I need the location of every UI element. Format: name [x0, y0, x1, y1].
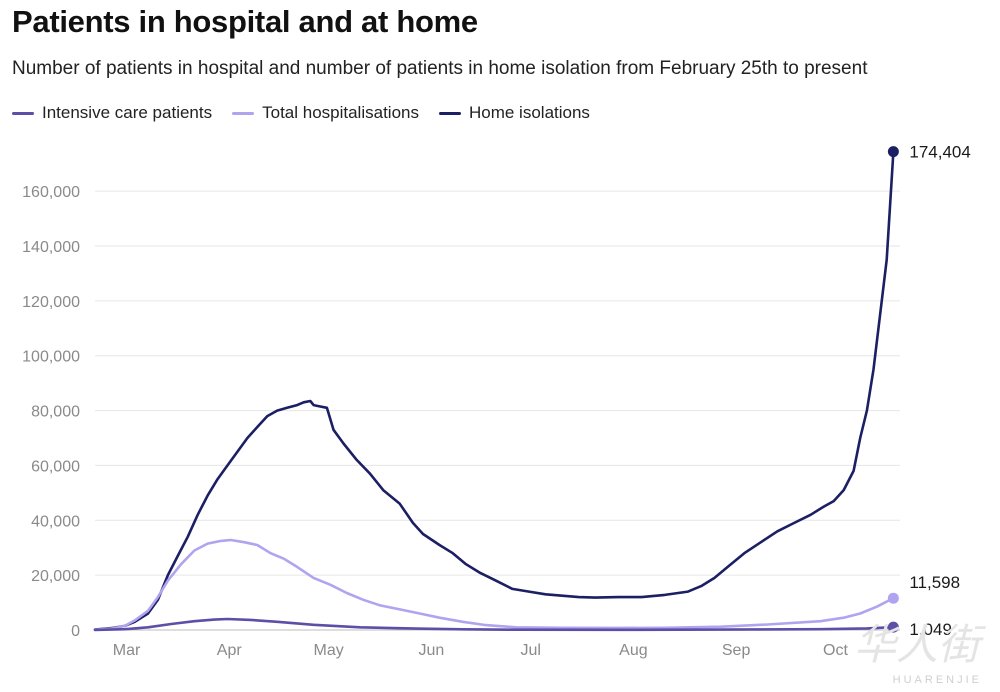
watermark-logo: 华人街	[853, 621, 980, 668]
legend-label-intensive-care: Intensive care patients	[42, 103, 213, 122]
series-line-2	[93, 617, 895, 632]
x-tick-label-7: Oct	[823, 642, 848, 659]
series-line-1	[93, 538, 895, 631]
y-tick-label-7: 140,000	[22, 239, 80, 256]
legend-item-intensive-care[interactable]: Intensive care patients	[12, 103, 212, 123]
series-endpoint-0	[887, 146, 899, 158]
chart-title: Patients in hospital and at home	[12, 4, 478, 39]
x-tick-label-0: Mar	[113, 642, 141, 659]
gridlines	[95, 190, 900, 631]
series-lines	[93, 150, 895, 632]
legend-item-total-hospitalisations[interactable]: Total hospitalisations	[232, 103, 419, 123]
x-tick-label-2: May	[314, 642, 344, 659]
y-tick-label-6: 120,000	[22, 294, 80, 311]
series-end-label-2: 1,049	[909, 620, 952, 639]
x-axis-ticks: Mar Apr May Jun Jul Aug Sep Oct	[113, 642, 849, 659]
legend-label-home-isolations: Home isolations	[468, 103, 590, 122]
y-axis-ticks: 0 20,000 40,000 60,000 80,000 100,000 120,000 1…	[22, 184, 80, 640]
y-tick-label-2: 40,000	[31, 513, 80, 530]
y-tick-label-3: 60,000	[31, 458, 80, 475]
y-tick-label-5: 100,000	[22, 349, 80, 366]
series-end-label-1: 11,598	[909, 573, 960, 592]
x-tick-label-1: Apr	[217, 642, 243, 659]
x-tick-label-3: Jun	[418, 642, 444, 659]
legend-swatch-intensive-care	[12, 111, 34, 115]
y-tick-label-0: 0	[71, 623, 80, 640]
x-tick-label-4: Jul	[520, 642, 540, 659]
x-tick-label-5: Aug	[619, 642, 647, 659]
series-endpoint-1	[887, 592, 899, 604]
legend-swatch-total-hospitalisations	[232, 111, 255, 115]
watermark-text: HUARENJIE	[892, 674, 982, 686]
series-line-0	[93, 150, 895, 631]
series-endpoints: 174,404 11,598 1,049	[887, 143, 971, 639]
y-tick-label-4: 80,000	[31, 404, 80, 421]
legend-swatch-home-isolations	[438, 111, 461, 115]
chart-subtitle: Number of patients in hospital and numbe…	[12, 58, 868, 79]
x-tick-label-6: Sep	[722, 642, 751, 659]
series-end-label-0: 174,404	[909, 143, 970, 162]
legend-label-total-hospitalisations: Total hospitalisations	[262, 103, 419, 122]
legend-item-home-isolations[interactable]: Home isolations	[438, 103, 590, 123]
y-tick-label-8: 160,000	[22, 184, 80, 201]
chart-legend: Intensive care patients Total hospitalis…	[12, 103, 590, 123]
series-endpoint-2	[887, 621, 899, 633]
y-tick-label-1: 20,000	[31, 568, 80, 585]
